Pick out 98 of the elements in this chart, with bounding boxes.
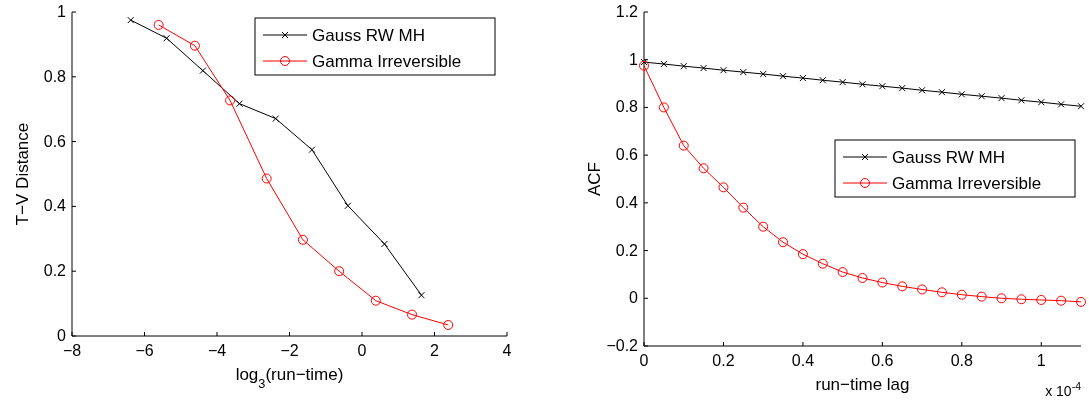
point	[938, 88, 946, 96]
y-tick-label: 1.2	[615, 3, 639, 20]
point	[417, 291, 425, 299]
legend-label: Gamma Irreversible	[892, 174, 1042, 193]
point	[839, 78, 847, 86]
point	[958, 90, 966, 98]
point	[163, 34, 171, 42]
point	[344, 202, 352, 210]
y-tick-label: 0.6	[615, 146, 639, 164]
point	[758, 221, 769, 232]
x-tick-label: −2	[280, 342, 299, 359]
point	[127, 16, 135, 24]
point	[1076, 296, 1086, 307]
point	[978, 92, 986, 100]
x-axis-title: log$_{3}$(run−time)	[235, 365, 344, 391]
y-tick-label: 0.2	[43, 262, 67, 280]
point	[1036, 294, 1047, 305]
y-tick-label: 0.8	[43, 67, 67, 85]
point	[799, 74, 807, 82]
x-tick-label: −8	[62, 342, 82, 359]
point	[380, 240, 388, 248]
point	[837, 267, 848, 278]
point	[297, 234, 308, 245]
y-tick-label: 0.4	[615, 193, 639, 211]
y-tick-label: 0	[629, 289, 639, 307]
legend-label: Gamma Irreversible	[312, 52, 462, 71]
point	[956, 289, 967, 300]
point	[261, 173, 272, 184]
point	[680, 62, 688, 70]
point	[189, 40, 200, 51]
point	[857, 273, 868, 284]
point	[1017, 96, 1025, 104]
point	[898, 84, 906, 92]
point	[819, 76, 827, 84]
point	[936, 287, 947, 298]
y-tick-label: −0.2	[606, 337, 639, 354]
x-tick-label: 0.4	[791, 352, 815, 369]
y-tick-label: 0.2	[615, 241, 639, 259]
y-tick-label: 1	[57, 3, 67, 20]
x-tick-label: −4	[207, 342, 227, 359]
point	[996, 293, 1007, 304]
point	[1056, 295, 1067, 306]
x-tick-label: 4	[502, 342, 512, 359]
point	[700, 64, 708, 72]
y-tick-label: 0.8	[615, 98, 639, 116]
point	[639, 60, 649, 71]
point	[370, 295, 381, 306]
point	[199, 67, 207, 75]
point	[917, 284, 928, 295]
y-axis-title: T−V Distance	[13, 122, 32, 226]
point	[779, 72, 787, 80]
point	[797, 249, 808, 260]
y-tick-label: 0	[57, 327, 67, 344]
x-axis-title: run−time lag	[815, 375, 910, 394]
point	[877, 277, 888, 288]
point	[698, 163, 709, 174]
point	[859, 80, 866, 88]
y-tick-label: 1	[629, 50, 639, 68]
point	[738, 202, 749, 213]
x-tick-label: 0.8	[950, 352, 974, 369]
point	[1077, 102, 1085, 110]
point	[272, 115, 280, 123]
point	[308, 146, 316, 154]
point	[817, 258, 828, 269]
point	[759, 70, 767, 78]
text: x 10$^{-4}$	[1045, 380, 1082, 399]
point	[235, 100, 243, 108]
x-tick-label: 2	[430, 342, 440, 359]
x-tick-label: 1	[1036, 352, 1046, 369]
y-tick-label: 0.4	[43, 197, 67, 215]
point	[998, 94, 1006, 102]
point	[678, 140, 689, 151]
point	[918, 86, 926, 94]
point	[334, 266, 345, 277]
point	[976, 291, 987, 302]
x-tick-label: −6	[135, 342, 154, 359]
point	[407, 309, 418, 320]
point	[153, 19, 164, 30]
y-axis-title: ACF	[585, 162, 604, 196]
point	[1057, 100, 1065, 108]
point	[225, 95, 236, 106]
point	[658, 102, 669, 113]
x-tick-label: 0.2	[712, 352, 735, 369]
point	[660, 60, 668, 68]
legend-label: Gauss RW MH	[892, 148, 1006, 167]
legend-label: Gauss RW MH	[312, 26, 426, 45]
point	[778, 237, 789, 248]
point	[739, 68, 747, 76]
point	[718, 182, 729, 193]
point	[1037, 98, 1045, 106]
point	[719, 66, 727, 74]
point	[443, 319, 454, 330]
point	[897, 281, 908, 292]
x-tick-label: 0.6	[871, 352, 894, 369]
y-tick-label: 0.6	[43, 132, 67, 150]
x-tick-label: 0	[357, 342, 367, 359]
point	[1016, 294, 1027, 305]
point	[878, 82, 886, 90]
